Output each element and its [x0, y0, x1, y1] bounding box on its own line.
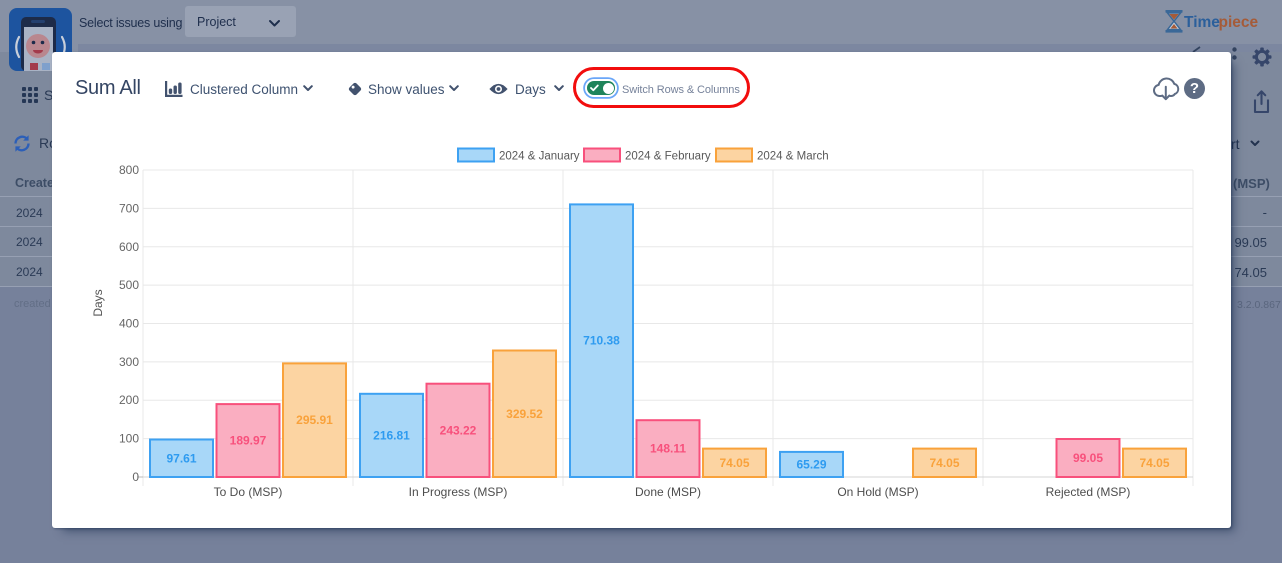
- svg-text:74.05: 74.05: [929, 456, 959, 470]
- svg-text:148.11: 148.11: [650, 442, 686, 456]
- svg-text:Done (MSP): Done (MSP): [635, 485, 701, 499]
- svg-text:Rejected (MSP): Rejected (MSP): [1046, 485, 1131, 499]
- svg-text:74.05: 74.05: [719, 456, 749, 470]
- svg-text:800: 800: [119, 163, 139, 177]
- svg-text:400: 400: [119, 317, 139, 331]
- svg-text:2024 & February: 2024 & February: [625, 151, 711, 163]
- svg-text:216.81: 216.81: [373, 428, 410, 442]
- svg-text:2024 & January: 2024 & January: [499, 151, 580, 163]
- svg-text:2024 & March: 2024 & March: [757, 151, 829, 163]
- svg-text:piece: piece: [1219, 14, 1259, 31]
- svg-text:200: 200: [119, 393, 139, 407]
- svg-text:243.22: 243.22: [440, 423, 477, 437]
- svg-text:600: 600: [119, 240, 139, 254]
- svg-text:295.91: 295.91: [296, 413, 333, 427]
- svg-text:74.05: 74.05: [1139, 456, 1169, 470]
- svg-text:300: 300: [119, 355, 139, 369]
- svg-text:To Do (MSP): To Do (MSP): [214, 485, 283, 499]
- svg-text:97.61: 97.61: [166, 451, 196, 465]
- svg-text:Days: Days: [91, 289, 105, 316]
- svg-text:710.38: 710.38: [583, 334, 620, 348]
- svg-text:329.52: 329.52: [506, 407, 543, 421]
- svg-text:700: 700: [119, 201, 139, 215]
- svg-text:Time: Time: [1184, 14, 1220, 31]
- svg-text:99.05: 99.05: [1073, 451, 1103, 465]
- svg-text:65.29: 65.29: [796, 458, 826, 472]
- svg-text:In Progress (MSP): In Progress (MSP): [409, 485, 508, 499]
- svg-text:100: 100: [119, 432, 139, 446]
- svg-text:0: 0: [132, 470, 139, 484]
- svg-text:On Hold (MSP): On Hold (MSP): [837, 485, 918, 499]
- svg-text:189.97: 189.97: [230, 434, 267, 448]
- svg-text:500: 500: [119, 278, 139, 292]
